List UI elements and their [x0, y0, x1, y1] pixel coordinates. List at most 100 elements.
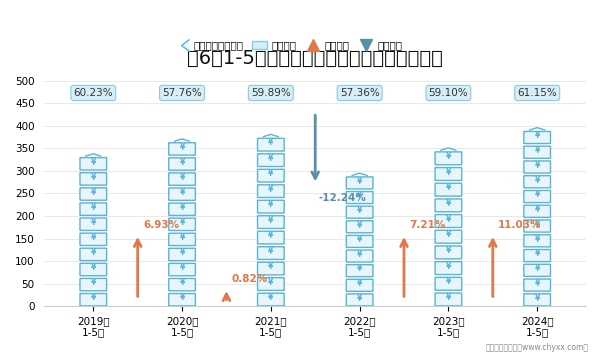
Text: ¥: ¥: [268, 293, 273, 302]
Text: ¥: ¥: [179, 263, 185, 272]
Text: ¥: ¥: [91, 173, 96, 182]
Text: ¥: ¥: [357, 265, 362, 273]
Text: ¥: ¥: [91, 158, 96, 167]
Text: ¥: ¥: [268, 247, 273, 256]
FancyBboxPatch shape: [169, 188, 195, 200]
Text: ¥: ¥: [357, 235, 362, 244]
Text: 7.21%: 7.21%: [409, 220, 446, 230]
Text: ¥: ¥: [268, 216, 273, 225]
Text: ¥: ¥: [446, 293, 451, 302]
FancyBboxPatch shape: [524, 220, 551, 232]
FancyBboxPatch shape: [346, 235, 373, 247]
Text: ¥: ¥: [446, 215, 451, 224]
Text: ¥: ¥: [534, 249, 540, 258]
Text: ¥: ¥: [179, 293, 185, 303]
FancyBboxPatch shape: [169, 203, 195, 215]
Text: ¥: ¥: [268, 231, 273, 240]
Text: ¥: ¥: [268, 278, 273, 287]
FancyBboxPatch shape: [346, 192, 373, 204]
FancyBboxPatch shape: [524, 131, 551, 143]
Text: 11.03%: 11.03%: [498, 220, 542, 230]
FancyBboxPatch shape: [346, 279, 373, 291]
FancyBboxPatch shape: [169, 263, 195, 276]
Text: ¥: ¥: [91, 188, 96, 197]
Text: ¥: ¥: [179, 203, 185, 212]
Text: ¥: ¥: [268, 154, 273, 163]
Title: 近6年1-5月吉林省累计原保险保费收入统计图: 近6年1-5月吉林省累计原保险保费收入统计图: [188, 49, 443, 68]
Text: ¥: ¥: [446, 246, 451, 255]
Text: ¥: ¥: [534, 190, 540, 199]
Text: 57.76%: 57.76%: [162, 88, 202, 98]
Text: ¥: ¥: [446, 262, 451, 271]
FancyBboxPatch shape: [258, 262, 284, 275]
Text: ¥: ¥: [357, 177, 362, 186]
Text: ¥: ¥: [534, 205, 540, 214]
FancyBboxPatch shape: [258, 138, 284, 151]
Text: ¥: ¥: [534, 264, 540, 273]
Legend: 累计保费（亿元）, 寿险占比, 同比增加, 同比减少: 累计保费（亿元）, 寿险占比, 同比增加, 同比减少: [169, 36, 407, 55]
Text: ¥: ¥: [534, 294, 540, 303]
FancyBboxPatch shape: [435, 199, 462, 212]
FancyBboxPatch shape: [169, 173, 195, 185]
Text: 59.10%: 59.10%: [429, 88, 468, 98]
Text: ¥: ¥: [446, 183, 451, 192]
FancyBboxPatch shape: [435, 230, 462, 243]
Text: 6.93%: 6.93%: [143, 220, 179, 230]
FancyBboxPatch shape: [80, 218, 106, 230]
FancyBboxPatch shape: [169, 278, 195, 291]
Text: 60.23%: 60.23%: [73, 88, 113, 98]
Text: ¥: ¥: [179, 218, 185, 227]
FancyBboxPatch shape: [524, 161, 551, 173]
FancyBboxPatch shape: [169, 218, 195, 231]
FancyBboxPatch shape: [524, 146, 551, 158]
FancyBboxPatch shape: [258, 231, 284, 244]
FancyBboxPatch shape: [524, 279, 551, 291]
Text: ¥: ¥: [179, 233, 185, 242]
Text: ¥: ¥: [179, 188, 185, 197]
FancyBboxPatch shape: [80, 233, 106, 246]
Text: 61.15%: 61.15%: [517, 88, 557, 98]
FancyBboxPatch shape: [346, 294, 373, 306]
FancyBboxPatch shape: [80, 173, 106, 185]
Text: ¥: ¥: [357, 250, 362, 259]
FancyBboxPatch shape: [80, 263, 106, 276]
FancyBboxPatch shape: [258, 293, 284, 306]
Text: ¥: ¥: [91, 248, 96, 257]
FancyBboxPatch shape: [524, 235, 551, 247]
FancyBboxPatch shape: [346, 265, 373, 277]
Text: ¥: ¥: [446, 168, 451, 177]
Text: ¥: ¥: [534, 161, 540, 170]
Text: 制图：智研咨询（www.chyxx.com）: 制图：智研咨询（www.chyxx.com）: [486, 344, 589, 352]
Text: ¥: ¥: [268, 262, 273, 271]
FancyBboxPatch shape: [169, 294, 195, 306]
FancyBboxPatch shape: [258, 185, 284, 198]
FancyBboxPatch shape: [435, 168, 462, 180]
FancyBboxPatch shape: [169, 233, 195, 246]
FancyBboxPatch shape: [258, 216, 284, 229]
FancyBboxPatch shape: [80, 158, 106, 170]
Text: ¥: ¥: [179, 143, 185, 152]
FancyBboxPatch shape: [435, 183, 462, 196]
FancyBboxPatch shape: [80, 293, 106, 306]
Text: 57.36%: 57.36%: [340, 88, 379, 98]
Text: 0.82%: 0.82%: [232, 273, 268, 284]
Text: ¥: ¥: [91, 218, 96, 227]
Text: ¥: ¥: [357, 294, 362, 303]
FancyBboxPatch shape: [435, 215, 462, 227]
Text: ¥: ¥: [268, 185, 273, 194]
Text: ¥: ¥: [446, 152, 451, 161]
Text: ¥: ¥: [91, 263, 96, 272]
FancyBboxPatch shape: [435, 262, 462, 274]
FancyBboxPatch shape: [524, 264, 551, 276]
FancyBboxPatch shape: [80, 248, 106, 261]
FancyBboxPatch shape: [524, 294, 551, 306]
Text: ¥: ¥: [179, 158, 185, 167]
FancyBboxPatch shape: [169, 248, 195, 261]
Text: ¥: ¥: [534, 220, 540, 229]
FancyBboxPatch shape: [169, 143, 195, 155]
FancyBboxPatch shape: [524, 190, 551, 203]
Text: ¥: ¥: [534, 176, 540, 184]
FancyBboxPatch shape: [80, 203, 106, 215]
Text: ¥: ¥: [534, 235, 540, 244]
Text: ¥: ¥: [268, 138, 273, 147]
